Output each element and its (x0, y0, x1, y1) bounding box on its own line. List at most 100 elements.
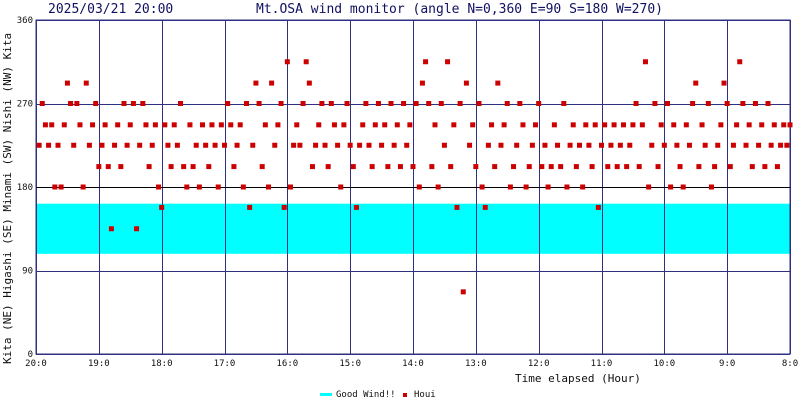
houi-point (265, 184, 271, 190)
houi-point (253, 80, 259, 86)
houi-point (275, 122, 281, 128)
legend-houi-label: Houi (414, 390, 436, 400)
houi-point (353, 204, 359, 210)
houi-point (507, 184, 513, 190)
x-tick-label: 20:0 (25, 359, 47, 369)
houi-point (134, 226, 140, 232)
houi-point (589, 164, 595, 170)
houi-point (350, 164, 356, 170)
houi-point (595, 204, 601, 210)
houi-point (501, 122, 507, 128)
houi-point (646, 184, 652, 190)
houi-point (671, 122, 677, 128)
houi-point (605, 164, 611, 170)
houi-point (61, 122, 67, 128)
houi-point (256, 101, 262, 106)
houi-point (787, 122, 793, 128)
houi-point (784, 142, 790, 148)
houi-point (300, 101, 306, 106)
houi-point (661, 142, 667, 148)
houi-point (108, 226, 114, 232)
legend: Good Wind!! Houi (320, 390, 436, 400)
houi-point (379, 142, 385, 148)
houi-point (228, 122, 234, 128)
houi-point (658, 122, 664, 128)
houi-point (778, 142, 784, 148)
houi-point (558, 164, 564, 170)
houi-point (624, 164, 630, 170)
houi-point (165, 142, 171, 148)
houi-point (55, 142, 61, 148)
houi-point (577, 142, 583, 148)
houi-point (325, 164, 331, 170)
houi-point (561, 101, 567, 106)
houi-point (231, 164, 237, 170)
houi-point (240, 184, 246, 190)
houi-point (291, 142, 297, 148)
houi-point (467, 142, 473, 148)
houi-point (416, 184, 422, 190)
houi-point (331, 122, 337, 128)
houi-point (529, 142, 535, 148)
x-tick-label: 18:0 (151, 359, 173, 369)
houi-point (470, 122, 476, 128)
houi-point (617, 142, 623, 148)
houi-point (259, 164, 265, 170)
houi-point (168, 164, 174, 170)
houi-point (99, 142, 105, 148)
houi-point (410, 164, 416, 170)
houi-point (586, 142, 592, 148)
houi-point (360, 122, 366, 128)
x-tick-label: 14:0 (402, 359, 424, 369)
houi-point (520, 122, 526, 128)
houi-point (93, 101, 99, 106)
houi-point (627, 142, 633, 148)
houi-point (284, 59, 290, 65)
houi-point (404, 142, 410, 148)
houi-point (344, 101, 350, 106)
houi-point (366, 142, 372, 148)
houi-point (184, 184, 190, 190)
houi-point (460, 289, 466, 295)
houi-point (721, 80, 727, 86)
houi-point (385, 164, 391, 170)
grid-layer (35, 19, 791, 355)
houi-point (306, 80, 312, 86)
y-tick-label: 0 (28, 350, 33, 360)
houi-point (583, 122, 589, 128)
houi-point (680, 184, 686, 190)
houi-point (388, 101, 394, 106)
houi-point (570, 122, 576, 128)
houi-point (614, 164, 620, 170)
houi-point (592, 122, 598, 128)
houi-point (269, 80, 275, 86)
houi-point (375, 101, 381, 106)
houi-point (511, 164, 517, 170)
houi-point (341, 122, 347, 128)
houi-point (696, 164, 702, 170)
y-tick-label: 270 (17, 100, 33, 110)
houi-point (718, 122, 724, 128)
houi-point (759, 122, 765, 128)
x-tick-label: 8:0 (782, 359, 798, 369)
houi-point (130, 101, 136, 106)
houi-point (705, 101, 711, 106)
houi-point (46, 142, 52, 148)
houi-point (90, 122, 96, 128)
houi-point (438, 101, 444, 106)
houi-point (674, 142, 680, 148)
houi-point (746, 122, 752, 128)
houi-point (74, 101, 80, 106)
houi-point (473, 164, 479, 170)
houi-point (281, 204, 287, 210)
houi-point (708, 184, 714, 190)
houi-point (476, 101, 482, 106)
houi-point (397, 164, 403, 170)
houi-point (313, 142, 319, 148)
houi-point (250, 142, 256, 148)
houi-point (642, 59, 648, 65)
houi-points-layer (36, 59, 793, 295)
houi-point (555, 142, 561, 148)
houi-point (243, 101, 249, 106)
houi-point (181, 164, 187, 170)
